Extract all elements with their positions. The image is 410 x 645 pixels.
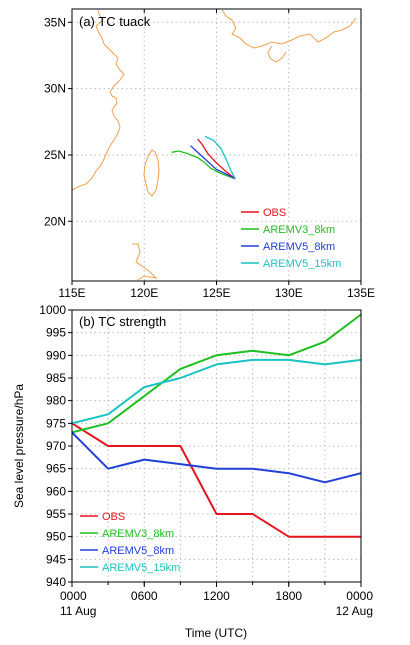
line-aremv3-8km (71, 313, 362, 434)
tick-label-x-125e: 125E (202, 286, 230, 300)
tick-sublabel-x-0: 11 Aug (60, 604, 96, 618)
tick-label-y-970: 970 (46, 439, 66, 453)
legend-label-aremv5-8km: AREMV5_8km (263, 241, 335, 253)
tick-label-y-35n: 35N (44, 15, 66, 29)
y-axis-title: Sea level pressure/hPa (12, 384, 26, 508)
line-obs (71, 422, 361, 538)
track-aremv5-8km (190, 145, 236, 180)
track-map-legend: OBS AREMV3_8km AREMV5_8km AREMV5_15km (241, 207, 341, 270)
tick-label-y-995: 995 (46, 326, 66, 340)
legend-label-b-obs: OBS (102, 511, 125, 523)
intensity-panel: 940 945 950 955 960 965 970 975 980 985 990 995 1000… (12, 303, 373, 640)
legend-label-aremv3-8km: AREMV3_8km (263, 224, 335, 236)
coastline-korea-japan (221, 9, 357, 49)
tick-label-x-115e: 115E (58, 286, 85, 300)
tick-label-x-24: 0000 (346, 589, 373, 603)
tick-label-y-25n: 25N (44, 148, 66, 162)
tick-label-y-30n: 30N (44, 82, 66, 96)
line-aremv5-8km (71, 431, 362, 484)
legend-label-obs: OBS (263, 207, 286, 219)
track-map-axis-ticks: 115E 120E 125E 130E 135E 20N 25N 30N 35N (44, 9, 375, 300)
coastline-luzon (132, 243, 158, 281)
tick-label-x-120e: 120E (130, 286, 158, 300)
track-aremv3-8km (171, 150, 236, 180)
legend-label-b-aremv3-8km: AREMV3_8km (102, 528, 174, 540)
track-map-title: (a) TC tuack (79, 14, 151, 29)
tick-label-y-1000: 1000 (39, 303, 66, 317)
tick-label-y-945: 945 (46, 552, 66, 566)
coastline-taiwan (143, 149, 160, 197)
intensity-axis-ticks: 940 945 950 955 960 965 970 975 980 985 990 995 1000… (39, 303, 373, 618)
line-aremv5-15km (71, 358, 362, 425)
track-lines (171, 135, 236, 180)
legend-label-b-aremv5-8km: AREMV5_8km (102, 545, 174, 557)
tick-label-x-0: 0000 (60, 589, 87, 603)
tick-label-x-12: 1200 (203, 589, 230, 603)
tick-label-y-950: 950 (46, 530, 66, 544)
tick-label-y-985: 985 (46, 371, 66, 385)
intensity-lines (71, 313, 362, 538)
tick-label-y-990: 990 (46, 348, 66, 362)
tick-label-y-955: 955 (46, 507, 66, 521)
tick-label-y-965: 965 (46, 462, 66, 476)
tick-label-y-20n: 20N (44, 214, 66, 228)
track-map-gridlines (72, 9, 361, 281)
track-obs (197, 138, 236, 180)
tick-label-y-960: 960 (46, 484, 66, 498)
tick-label-x-6: 0600 (131, 589, 158, 603)
tick-label-y-975: 975 (46, 416, 66, 430)
coastline-china-mainland (71, 9, 125, 191)
tick-label-y-980: 980 (46, 394, 66, 408)
track-aremv5-15km (204, 135, 236, 180)
track-map-panel: 115E 120E 125E 130E 135E 20N 25N 30N 35N (a) TC … (44, 8, 375, 300)
coastline-kyushu (267, 45, 287, 63)
x-axis-title: Time (UTC) (185, 626, 247, 640)
coastline (71, 9, 357, 281)
tick-label-y-940: 940 (46, 575, 66, 589)
tick-label-x-18: 1800 (275, 589, 302, 603)
tick-sublabel-x-24: 12 Aug (336, 604, 373, 618)
tick-label-x-130e: 130E (275, 286, 303, 300)
intensity-title: (b) TC strength (79, 314, 166, 329)
intensity-legend: OBS AREMV3_8km AREMV5_8km AREMV5_15km (80, 511, 180, 574)
legend-label-aremv5-15km: AREMV5_15km (263, 258, 341, 270)
legend-label-b-aremv5-15km: AREMV5_15km (102, 562, 180, 574)
tick-label-x-135e: 135E (347, 286, 375, 300)
